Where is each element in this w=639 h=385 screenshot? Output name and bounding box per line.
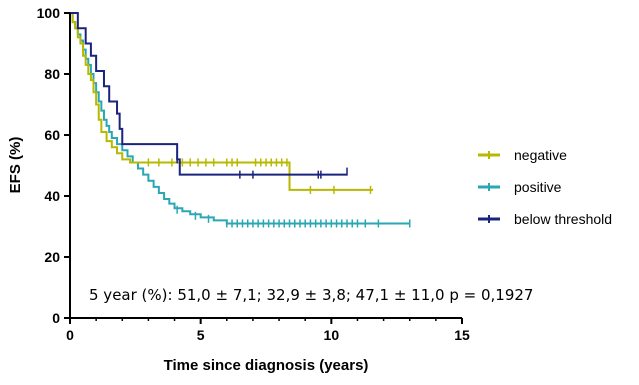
y-tick-label: 60 xyxy=(44,127,60,143)
x-axis-title: Time since diagnosis (years) xyxy=(164,357,369,374)
y-axis-title: EFS (%) xyxy=(7,137,24,194)
y-tick-label: 80 xyxy=(44,66,60,82)
series-line-below-threshold xyxy=(70,12,348,176)
ticks: 0 5 10 15 0 20 40 60 80 100 xyxy=(37,5,470,343)
y-tick-label: 0 xyxy=(52,310,60,326)
axes xyxy=(69,13,462,319)
series-line-negative xyxy=(70,12,374,191)
annotation-text: 5 year (%): 51,0 ± 7,1; 32,9 ± 3,8; 47,1… xyxy=(89,286,533,304)
series-line-positive xyxy=(70,12,410,225)
legend-label-negative: negative xyxy=(514,147,567,163)
legend-label-positive: positive xyxy=(514,179,562,195)
x-tick-label: 15 xyxy=(454,327,470,343)
legend-label-below-threshold: below threshold xyxy=(514,211,612,227)
y-tick-label: 100 xyxy=(37,5,61,21)
y-tick-label: 20 xyxy=(44,249,60,265)
y-tick-label: 40 xyxy=(44,188,60,204)
x-tick-label: 0 xyxy=(66,327,74,343)
x-tick-label: 5 xyxy=(197,327,205,343)
x-tick-label: 10 xyxy=(324,327,340,343)
legend: negative positive below threshold xyxy=(478,147,612,227)
plot-area xyxy=(70,12,411,228)
